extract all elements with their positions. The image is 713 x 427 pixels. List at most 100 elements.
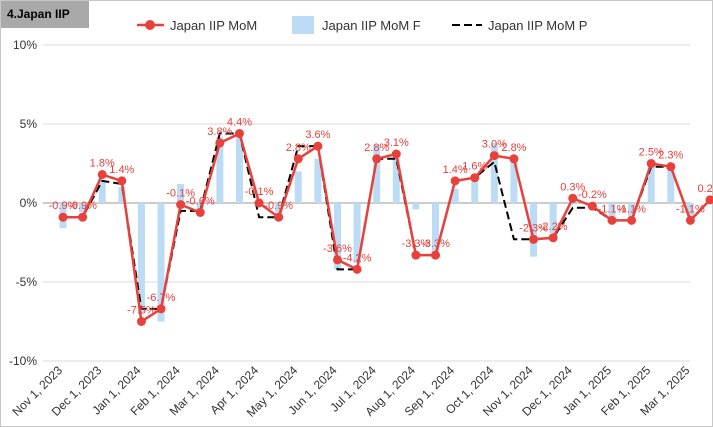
mom-marker bbox=[529, 234, 539, 244]
legend-momf-swatch bbox=[292, 16, 314, 34]
mom-marker bbox=[352, 264, 362, 274]
mom-series bbox=[58, 128, 713, 326]
bar bbox=[647, 163, 655, 203]
bar bbox=[530, 203, 538, 257]
mom-marker bbox=[274, 212, 284, 222]
mom-marker bbox=[627, 215, 637, 225]
bar bbox=[235, 135, 243, 203]
mom-marker bbox=[234, 128, 244, 138]
data-labels: -0.9%-0.9%1.8%1.4%-7.5%-6.7%-0.1%-0.6%3.… bbox=[49, 116, 713, 316]
mom-marker bbox=[136, 317, 146, 326]
data-label: -2.2% bbox=[539, 221, 568, 233]
mom-marker bbox=[215, 138, 225, 148]
mom-marker bbox=[411, 250, 421, 260]
bar bbox=[314, 158, 322, 203]
data-label: 2.5% bbox=[639, 147, 664, 159]
y-axis: 10% 5% 0% -5% -10% bbox=[9, 38, 37, 368]
data-label: -0.9% bbox=[264, 200, 293, 212]
bar bbox=[451, 188, 459, 203]
bar bbox=[118, 187, 126, 203]
data-label: -3.3% bbox=[402, 238, 431, 250]
bar bbox=[275, 203, 283, 218]
mom-marker bbox=[666, 162, 676, 172]
bar bbox=[490, 142, 498, 203]
mom-marker bbox=[568, 193, 578, 203]
data-label: -7.5% bbox=[127, 305, 156, 317]
data-label: 1.4% bbox=[443, 164, 468, 176]
data-label: -1.1% bbox=[598, 203, 627, 215]
mom-marker bbox=[489, 151, 499, 161]
mom-marker bbox=[705, 195, 713, 205]
data-label: 0.2% bbox=[697, 183, 713, 195]
mom-marker bbox=[646, 159, 656, 168]
data-label: 3.6% bbox=[305, 129, 330, 141]
mom-marker bbox=[58, 212, 68, 222]
data-label: -0.9% bbox=[68, 200, 97, 212]
mom-marker bbox=[293, 154, 303, 164]
data-label: -4.2% bbox=[343, 252, 372, 264]
data-label: -0.9% bbox=[49, 200, 78, 212]
mom-marker bbox=[195, 207, 205, 217]
bar bbox=[79, 203, 87, 213]
data-label: -1.1% bbox=[676, 203, 705, 215]
legend-mom-marker bbox=[145, 20, 155, 30]
bar bbox=[471, 180, 479, 203]
y-tick-label: -10% bbox=[9, 354, 37, 368]
chart-title: 4.Japan IIP bbox=[7, 7, 70, 21]
data-label: 2.3% bbox=[658, 150, 683, 162]
bar bbox=[333, 203, 341, 270]
data-label: -6.7% bbox=[147, 292, 176, 304]
mom-marker bbox=[431, 250, 441, 260]
data-label: -0.1% bbox=[245, 186, 274, 198]
data-label: 1.6% bbox=[462, 161, 487, 173]
bar bbox=[294, 171, 302, 203]
data-label: 2.8% bbox=[501, 142, 526, 154]
bar bbox=[686, 203, 694, 218]
mom-marker bbox=[156, 304, 166, 314]
mom-marker bbox=[450, 176, 460, 186]
bar bbox=[608, 203, 616, 218]
bar bbox=[137, 203, 145, 313]
data-label: 3.0% bbox=[482, 139, 507, 151]
data-label: -0.2% bbox=[578, 189, 607, 201]
mom-marker bbox=[607, 215, 617, 225]
legend-momf-label: Japan IIP MoM F bbox=[322, 18, 421, 33]
y-tick-label: 5% bbox=[20, 117, 38, 131]
mom-marker bbox=[78, 212, 88, 222]
mom-line bbox=[63, 131, 711, 324]
y-tick-label: 10% bbox=[13, 38, 37, 52]
data-label: 3.8% bbox=[207, 126, 232, 138]
mom-marker bbox=[97, 170, 107, 180]
mom-marker bbox=[313, 141, 323, 151]
data-label: -1.1% bbox=[617, 203, 646, 215]
bar bbox=[98, 180, 106, 203]
y-tick-label: 0% bbox=[20, 196, 38, 210]
mom-marker bbox=[332, 255, 342, 265]
bar bbox=[667, 165, 675, 203]
bar bbox=[216, 136, 224, 203]
data-label: 3.1% bbox=[384, 137, 409, 149]
data-label: -2.3% bbox=[519, 222, 548, 234]
mom-marker bbox=[391, 149, 401, 159]
data-label: 2.8% bbox=[364, 142, 389, 154]
data-label: -3.3% bbox=[421, 238, 450, 250]
data-label: 1.8% bbox=[90, 158, 115, 170]
legend: Japan IIP MoM Japan IIP MoM F Japan IIP … bbox=[137, 16, 587, 34]
bar bbox=[569, 203, 577, 205]
bar bbox=[510, 161, 518, 203]
mom-marker bbox=[254, 198, 264, 208]
data-label: 2.8% bbox=[286, 142, 311, 154]
y-tick-label: -5% bbox=[16, 275, 38, 289]
bar bbox=[432, 203, 440, 252]
mom-marker bbox=[548, 233, 558, 243]
mom-marker bbox=[117, 176, 127, 186]
bar bbox=[157, 203, 165, 322]
mom-marker bbox=[176, 200, 186, 210]
bar bbox=[392, 158, 400, 203]
legend-momp-label: Japan IIP MoM P bbox=[488, 18, 587, 33]
legend-mom-label: Japan IIP MoM bbox=[170, 18, 257, 33]
data-label: -0.1% bbox=[166, 188, 195, 200]
data-label: 0.3% bbox=[560, 181, 585, 193]
